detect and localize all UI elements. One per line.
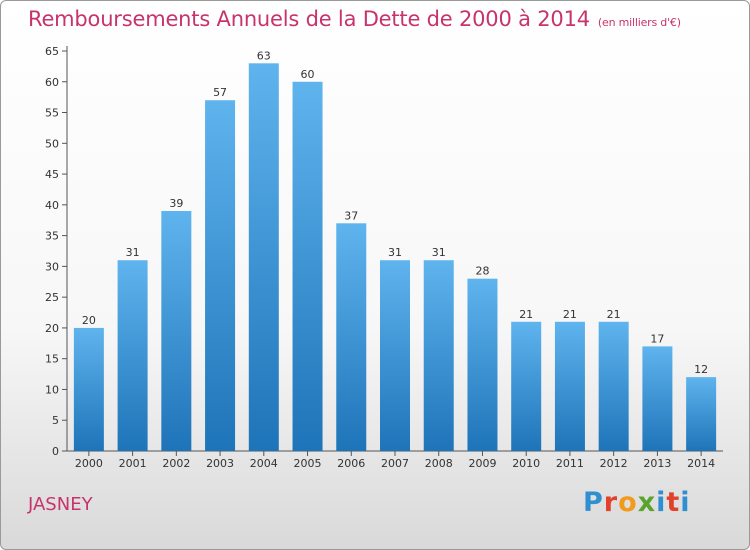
y-tick-label: 5 bbox=[52, 414, 59, 427]
x-tick-label: 2009 bbox=[468, 457, 496, 470]
data-label: 21 bbox=[563, 308, 577, 321]
logo-letter: r bbox=[603, 487, 619, 518]
bar bbox=[73, 327, 104, 451]
x-tick-label: 2007 bbox=[381, 457, 409, 470]
bar bbox=[336, 223, 367, 451]
y-tick-label: 30 bbox=[45, 260, 59, 273]
x-tick-label: 2006 bbox=[337, 457, 365, 470]
commune-name: JASNEY bbox=[28, 494, 93, 515]
y-tick-label: 20 bbox=[45, 322, 59, 335]
x-tick-label: 2000 bbox=[75, 457, 103, 470]
x-tick-label: 2013 bbox=[643, 457, 671, 470]
data-label: 60 bbox=[301, 68, 315, 81]
logo-letter: o bbox=[618, 487, 638, 518]
y-tick-label: 35 bbox=[45, 230, 59, 243]
y-tick-label: 10 bbox=[45, 383, 59, 396]
data-label: 39 bbox=[169, 197, 183, 210]
y-tick-label: 65 bbox=[45, 45, 59, 58]
data-label: 63 bbox=[257, 49, 271, 62]
bar bbox=[598, 321, 629, 451]
bar bbox=[467, 278, 498, 451]
y-tick-label: 0 bbox=[52, 445, 59, 458]
x-tick-label: 2014 bbox=[687, 457, 715, 470]
data-label: 31 bbox=[432, 246, 446, 259]
bar bbox=[423, 260, 454, 451]
x-tick-label: 2004 bbox=[250, 457, 278, 470]
title-text: Remboursements Annuels de la Dette de 20… bbox=[28, 7, 590, 31]
data-label: 57 bbox=[213, 86, 227, 99]
bar bbox=[248, 63, 279, 452]
y-tick-label: 40 bbox=[45, 199, 59, 212]
bar bbox=[205, 100, 236, 451]
bar bbox=[292, 81, 323, 452]
bar bbox=[117, 260, 148, 451]
x-tick-label: 2005 bbox=[294, 457, 322, 470]
x-tick-label: 2001 bbox=[119, 457, 147, 470]
logo-letter: P bbox=[583, 487, 604, 518]
bar bbox=[554, 321, 585, 451]
y-tick-label: 15 bbox=[45, 353, 59, 366]
logo-letter: i bbox=[656, 487, 667, 518]
y-tick-label: 50 bbox=[45, 137, 59, 150]
x-tick-label: 2003 bbox=[206, 457, 234, 470]
x-tick-label: 2008 bbox=[425, 457, 453, 470]
data-label: 21 bbox=[607, 308, 621, 321]
bar bbox=[642, 346, 673, 451]
y-tick-label: 45 bbox=[45, 168, 59, 181]
bar bbox=[686, 377, 717, 451]
data-label: 37 bbox=[344, 209, 358, 222]
bar bbox=[161, 211, 192, 451]
data-label: 31 bbox=[388, 246, 402, 259]
y-tick-label: 60 bbox=[45, 76, 59, 89]
data-label: 20 bbox=[82, 314, 96, 327]
logo-letter: i bbox=[680, 487, 691, 518]
chart-title: Remboursements Annuels de la Dette de 20… bbox=[28, 7, 681, 31]
data-label: 21 bbox=[519, 308, 533, 321]
x-tick-label: 2010 bbox=[512, 457, 540, 470]
logo-letter: x bbox=[637, 487, 657, 518]
proxiti-logo: Proxiti bbox=[583, 487, 691, 518]
data-label: 28 bbox=[475, 265, 489, 278]
bar bbox=[380, 260, 410, 451]
data-label: 12 bbox=[694, 363, 708, 376]
chart-subtitle: (en milliers d'€) bbox=[597, 16, 681, 29]
data-label: 31 bbox=[126, 246, 140, 259]
logo-letter: t bbox=[666, 487, 681, 518]
x-tick-label: 2012 bbox=[600, 457, 628, 470]
x-tick-label: 2011 bbox=[556, 457, 584, 470]
bar bbox=[511, 321, 542, 451]
y-tick-label: 55 bbox=[45, 107, 59, 120]
x-tick-label: 2002 bbox=[162, 457, 190, 470]
data-label: 17 bbox=[650, 332, 664, 345]
y-tick-label: 25 bbox=[45, 291, 59, 304]
